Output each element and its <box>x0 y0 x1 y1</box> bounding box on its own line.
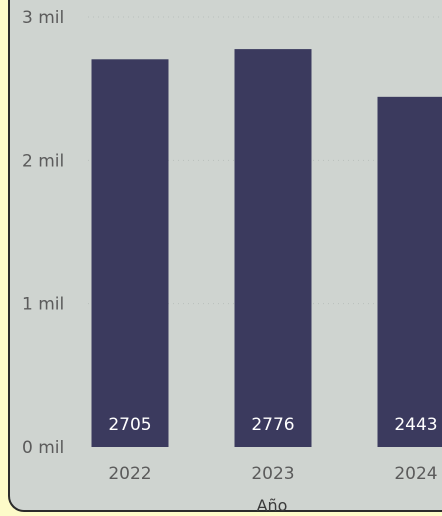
y-tick-label-0: 0 mil <box>22 438 64 458</box>
bars <box>91 49 442 448</box>
y-tick-label-2: 2 mil <box>22 151 64 171</box>
bar-2023[interactable] <box>234 49 312 448</box>
x-tick-label-2022: 2022 <box>108 464 151 484</box>
data-label-2023: 2776 <box>251 415 294 435</box>
x-tick-label-2023: 2023 <box>251 464 294 484</box>
data-label-2022: 2705 <box>108 415 151 435</box>
x-axis-ticks: 2022 2023 2024 <box>108 464 437 484</box>
data-labels: 2705 2776 2443 <box>108 415 437 435</box>
data-label-2024: 2443 <box>394 415 437 435</box>
bar-2022[interactable] <box>91 59 169 448</box>
x-tick-label-2024: 2024 <box>394 464 437 484</box>
y-tick-label-1: 1 mil <box>22 295 64 315</box>
y-tick-label-3: 3 mil <box>22 8 64 28</box>
y-axis-ticks: 0 mil 1 mil 2 mil 3 mil <box>22 8 64 458</box>
bar-2024[interactable] <box>377 96 442 447</box>
x-axis-title: Año <box>257 496 288 515</box>
chart-panel <box>8 0 442 512</box>
